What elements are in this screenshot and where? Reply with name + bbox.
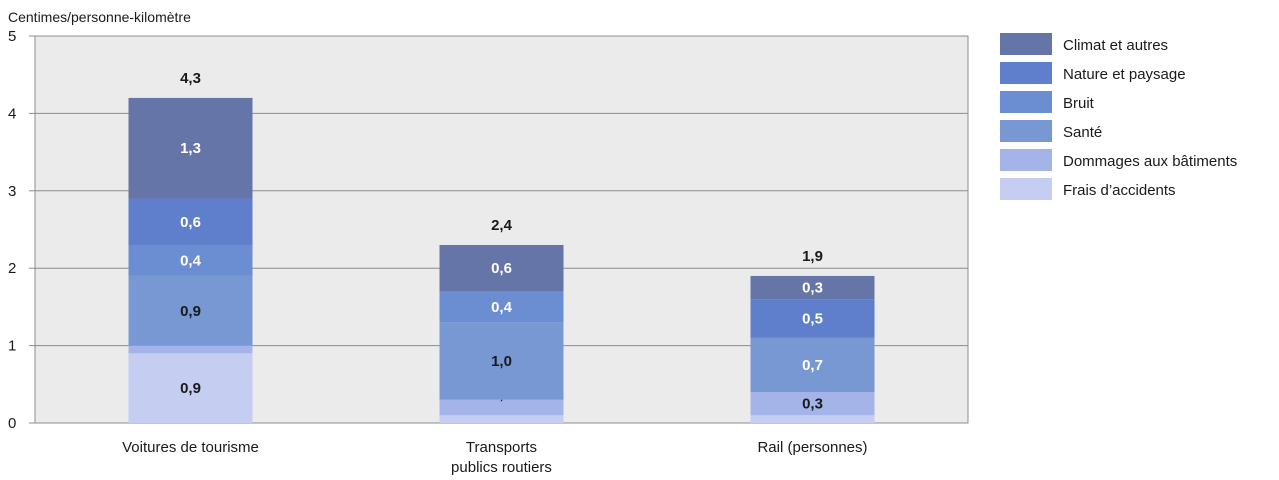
- bar-total-label: 2,4: [491, 217, 513, 234]
- y-tick-label: 0: [8, 415, 16, 432]
- segment-value-label: 0,9: [180, 380, 201, 397]
- legend-label: Frais d’accidents: [1063, 182, 1176, 199]
- segment-value-label: 0,3: [802, 396, 823, 413]
- segment-value-label: 0,7: [802, 357, 823, 374]
- segment-value-label: 0,4: [180, 252, 202, 269]
- bar-segment: [439, 244, 564, 292]
- y-axis: 0 1 2 3 4 5: [8, 28, 35, 432]
- legend-swatch: [1000, 149, 1052, 171]
- segment-value-label: 0,4: [491, 299, 513, 316]
- bar-segment: [128, 353, 253, 423]
- bar-segment: [439, 415, 564, 423]
- segment-value-label: 0,6: [491, 260, 512, 277]
- legend: Climat et autres Nature et paysage Bruit Sa…: [1000, 33, 1237, 200]
- bar-total-label: 4,3: [180, 70, 201, 87]
- legend-label: Santé: [1063, 124, 1102, 141]
- legend-label: Bruit: [1063, 95, 1095, 112]
- y-axis-label: Centimes/personne-kilomètre: [8, 9, 191, 25]
- legend-swatch: [1000, 33, 1052, 55]
- bar-total-label: 1,9: [802, 248, 823, 265]
- bars: 0,90,90,40,61,34,30,21,00,40,62,40,30,70…: [128, 70, 875, 423]
- bar-segment: [128, 198, 253, 245]
- bar-segment: [750, 275, 875, 300]
- bar-segment: [439, 291, 564, 323]
- bar-segment: [750, 415, 875, 423]
- bar-segment: [750, 392, 875, 416]
- y-tick-label: 4: [8, 105, 16, 122]
- legend-swatch: [1000, 91, 1052, 113]
- x-category-label: publics routiers: [451, 459, 552, 476]
- y-tick-label: 1: [8, 338, 16, 355]
- segment-value-label: 0,9: [180, 303, 201, 320]
- legend-swatch: [1000, 178, 1052, 200]
- segment-value-label: 1,3: [180, 140, 201, 157]
- segment-value-label: 0,3: [802, 280, 823, 297]
- bar-segment: [128, 275, 253, 346]
- y-tick-label: 3: [8, 183, 16, 200]
- legend-label: Climat et autres: [1063, 37, 1168, 54]
- segment-value-label: 1,0: [491, 353, 512, 370]
- bar-segment: [128, 244, 253, 276]
- legend-label: Dommages aux bâtiments: [1063, 153, 1237, 170]
- legend-swatch: [1000, 120, 1052, 142]
- bar-segment: [439, 322, 564, 400]
- bar-segment: [128, 345, 253, 354]
- bar-segment: [750, 299, 875, 338]
- x-category-label: Rail (personnes): [757, 439, 867, 456]
- legend-label: Nature et paysage: [1063, 66, 1186, 83]
- x-category-label: Voitures de tourisme: [122, 439, 259, 456]
- bar-segment: [750, 337, 875, 393]
- bar-segment: [439, 399, 564, 416]
- y-tick-label: 5: [8, 28, 16, 45]
- x-axis: Voitures de tourisme Transports publics ro…: [122, 439, 867, 476]
- y-tick-label: 2: [8, 260, 16, 277]
- segment-value-label: 0,6: [180, 214, 201, 231]
- legend-swatch: [1000, 62, 1052, 84]
- x-category-label: Transports: [466, 439, 537, 456]
- bar-segment: [128, 97, 253, 199]
- segment-value-label: 0,5: [802, 311, 823, 328]
